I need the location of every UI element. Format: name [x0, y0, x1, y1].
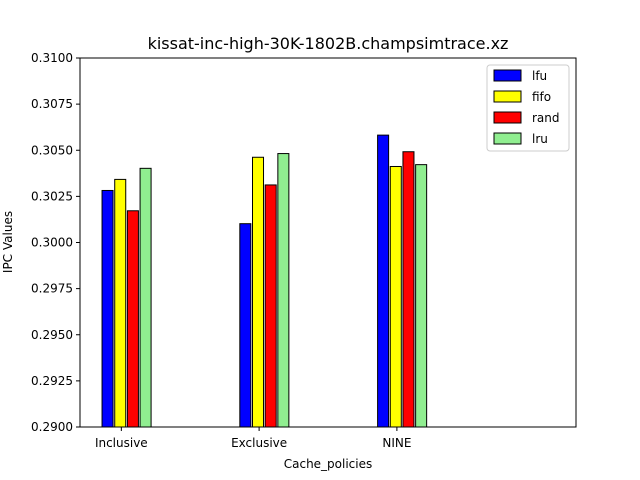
y-tick-label: 0.3000 — [31, 236, 73, 250]
legend-label-lfu: lfu — [532, 69, 547, 83]
bar-rand-exclusive — [264, 184, 277, 428]
legend-label-fifo: fifo — [532, 90, 551, 104]
bar-lru-nine — [415, 164, 428, 428]
bar-fifo-exclusive — [252, 156, 265, 428]
bar-lru-exclusive — [277, 153, 290, 428]
bar-rand-inclusive — [126, 210, 139, 428]
legend-swatch-fifo — [493, 90, 522, 103]
bars-group — [101, 134, 428, 428]
legend-box — [486, 64, 570, 152]
y-tick-label: 0.3100 — [31, 51, 73, 65]
legend-swatch-lfu — [493, 69, 522, 82]
chart-title: kissat-inc-high-30K-1802B.champsimtrace.… — [148, 34, 509, 53]
legend-label-lru: lru — [532, 132, 548, 146]
x-tick-label-inclusive: Inclusive — [95, 436, 148, 450]
x-tick-label-nine: NINE — [382, 436, 411, 450]
y-tick-label: 0.3075 — [31, 97, 73, 111]
bar-lfu-nine — [377, 134, 390, 428]
y-axis: 0.2900 0.2925 0.2950 0.2975 0.3000 0.3025 0.30… — [31, 51, 80, 434]
bar-lfu-exclusive — [239, 223, 252, 428]
x-tick-label-exclusive: Exclusive — [231, 436, 287, 450]
y-tick-label: 0.3025 — [31, 189, 73, 203]
y-tick-label: 0.2925 — [31, 374, 73, 388]
bar-fifo-inclusive — [114, 178, 127, 428]
y-tick-label: 0.2900 — [31, 420, 73, 434]
x-axis: Inclusive Exclusive NINE — [95, 427, 411, 450]
y-tick-label: 0.2950 — [31, 328, 73, 342]
y-tick-label: 0.2975 — [31, 282, 73, 296]
legend: lfu fifo rand lru — [486, 64, 570, 152]
bar-lru-inclusive — [139, 167, 152, 428]
bar-lfu-inclusive — [101, 189, 114, 428]
bar-fifo-nine — [389, 165, 402, 428]
legend-label-rand: rand — [532, 111, 560, 125]
x-axis-label: Cache_policies — [284, 457, 373, 471]
legend-swatch-rand — [493, 111, 522, 124]
bar-rand-nine — [402, 151, 415, 428]
legend-swatch-lru — [493, 132, 522, 145]
y-tick-label: 0.3050 — [31, 143, 73, 157]
y-axis-label: IPC Values — [1, 211, 15, 273]
